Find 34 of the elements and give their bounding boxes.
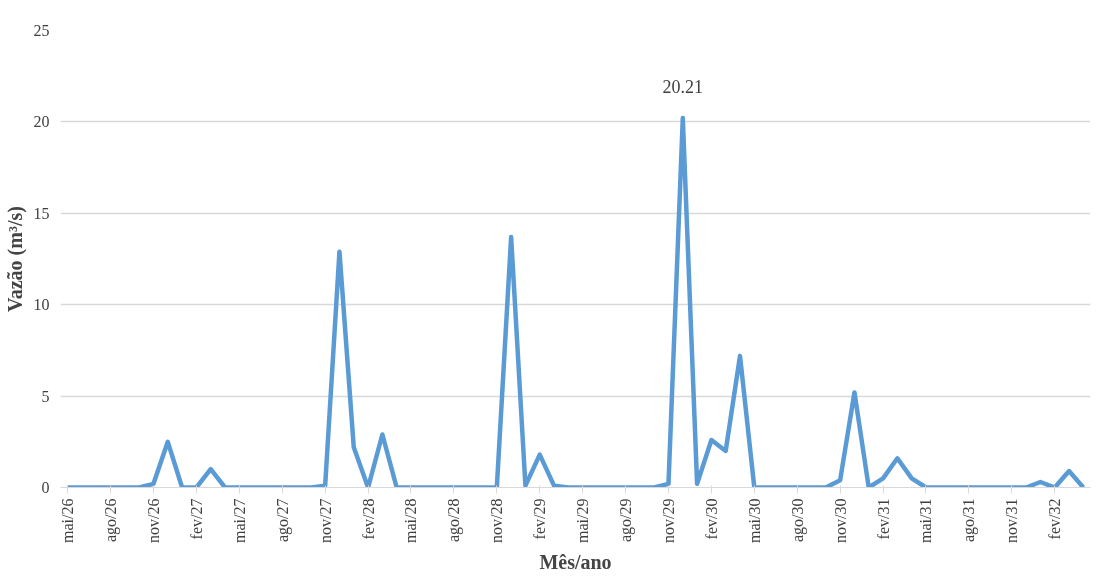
y-tick-label: 15	[33, 204, 50, 222]
x-tick-label: nov/28	[488, 498, 506, 543]
x-tick-label: ago/27	[273, 498, 292, 543]
x-tick-label: mai/28	[402, 498, 420, 543]
line-series	[65, 115, 1086, 488]
x-tick-label: nov/26	[144, 498, 162, 543]
x-tick-label: fev/27	[187, 498, 205, 540]
x-tick-label: nov/29	[659, 498, 677, 543]
text: 20.21	[662, 77, 704, 98]
x-tick-label: fev/31	[874, 498, 892, 540]
y-tick-label: 0	[41, 479, 50, 496]
x-tick-label: nov/31	[1003, 498, 1021, 543]
y-tick-label: 10	[33, 296, 50, 314]
y-tick-label: 25	[33, 22, 50, 39]
x-tick-label: nov/30	[831, 498, 849, 543]
x-tick-label: ago/29	[617, 498, 636, 543]
y-tick-label: 20	[33, 113, 50, 131]
y-axis-title: Vazão (m³/s)	[3, 206, 27, 312]
x-tick-label: mai/31	[917, 498, 935, 543]
x-tick-label: fev/30	[702, 498, 720, 540]
x-tick-label: ago/30	[788, 498, 807, 543]
x-tick-label: fev/29	[531, 498, 549, 540]
x-tick-label: nov/27	[316, 498, 334, 543]
x-tick-label: fev/32	[1046, 498, 1064, 540]
x-axis-title: Mês/ano	[539, 550, 612, 573]
x-tick-label: mai/29	[574, 498, 592, 543]
x-tick-label: ago/28	[445, 498, 464, 543]
x-tick-label: mai/26	[59, 498, 77, 543]
x-tick-label: mai/30	[745, 498, 763, 543]
x-tick-label: ago/31	[960, 498, 979, 543]
x-tick-label: fev/28	[359, 498, 377, 540]
x-tick-label: ago/26	[102, 498, 121, 543]
y-tick-label: 5	[41, 387, 50, 405]
x-tick-label: mai/27	[230, 498, 248, 543]
